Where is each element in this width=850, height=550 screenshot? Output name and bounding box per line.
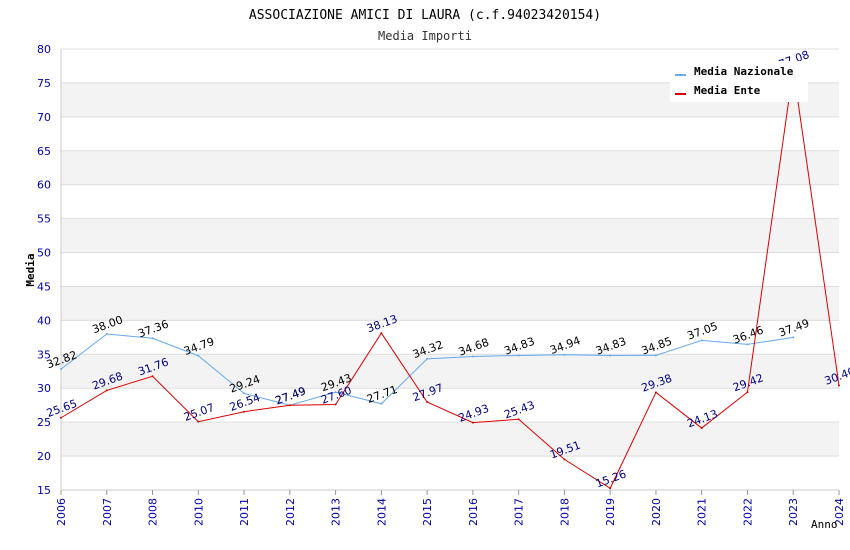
data-point	[105, 389, 108, 392]
x-tick-label: 2023	[787, 498, 800, 526]
data-label: 34.94	[548, 334, 582, 357]
chart-header: ASSOCIAZIONE AMICI DI LAURA (c.f.9402342…	[249, 8, 601, 43]
data-label: 36.46	[731, 324, 765, 347]
data-point	[105, 332, 108, 335]
legend: Media Nazionale Media Ente	[670, 61, 808, 102]
data-point	[380, 332, 383, 335]
gridlines	[61, 48, 839, 491]
x-tick-labels: 2006 2007 2008 2010 2011 2012 2013 2014 2015 2016…	[55, 498, 846, 526]
data-point	[197, 354, 200, 357]
x-tick-label: 2022	[741, 498, 754, 526]
data-point	[563, 458, 566, 461]
x-tick-label: 2010	[192, 498, 205, 526]
data-point	[700, 427, 703, 430]
data-point	[654, 354, 657, 357]
y-tick-label: 20	[37, 450, 51, 463]
x-tick-label: 2012	[284, 498, 297, 526]
data-point	[243, 392, 246, 395]
y-tick-label: 45	[37, 280, 51, 293]
data-point	[609, 354, 612, 357]
data-point	[151, 337, 154, 340]
data-point	[654, 391, 657, 394]
data-point	[151, 375, 154, 378]
y-tick-label: 70	[37, 111, 51, 124]
data-point	[334, 391, 337, 394]
y-tick-label: 80	[37, 43, 51, 56]
data-label: 25.65	[45, 397, 79, 420]
data-point	[243, 410, 246, 413]
data-point	[426, 401, 429, 404]
data-point	[60, 416, 62, 419]
y-tick-label: 40	[37, 314, 51, 327]
x-tick-label: 2018	[558, 498, 571, 526]
data-point	[426, 357, 429, 360]
data-point	[517, 418, 520, 421]
chart-title: ASSOCIAZIONE AMICI DI LAURA (c.f.9402342…	[249, 8, 601, 23]
grid-band	[61, 354, 839, 389]
grid-band	[61, 150, 839, 185]
x-tick-label: 2021	[696, 498, 709, 526]
legend-entry: Media Nazionale	[694, 65, 794, 78]
data-point	[792, 336, 795, 339]
y-tick-label: 65	[37, 145, 51, 158]
y-tick-label: 30	[37, 382, 51, 395]
grid-band	[61, 286, 839, 321]
data-point	[471, 355, 474, 358]
x-tick-label: 2013	[330, 498, 343, 526]
legend-box	[670, 61, 808, 102]
x-tick-label: 2020	[650, 498, 663, 526]
y-tick-label: 75	[37, 77, 51, 90]
y-tick-label: 55	[37, 213, 51, 226]
x-axis-label: Anno	[811, 518, 838, 531]
x-tick-label: 2016	[467, 498, 480, 526]
data-point	[334, 403, 337, 406]
data-point	[197, 420, 200, 423]
y-tick-label: 15	[37, 484, 51, 497]
data-label: 25.07	[182, 401, 216, 424]
data-point	[746, 391, 749, 394]
data-point	[700, 339, 703, 342]
data-point	[288, 404, 291, 407]
y-axis-label: Media	[24, 253, 37, 286]
data-point	[471, 421, 474, 424]
y-tick-labels: 15 20 25 30 35 40 45 50 55 60 65 70 75 80	[37, 43, 51, 497]
data-point	[609, 487, 612, 490]
grid-band	[61, 218, 839, 253]
data-point	[60, 368, 62, 371]
x-tick-label: 2015	[421, 498, 434, 526]
y-tick-label: 35	[37, 348, 51, 361]
series-line	[60, 68, 840, 489]
data-label: 25.43	[502, 398, 536, 421]
x-tick-label: 2007	[101, 498, 114, 526]
data-point	[746, 343, 749, 346]
x-tick-label: 2008	[147, 498, 160, 526]
x-tick-label: 2024	[833, 498, 846, 526]
plot-area: 15 20 25 30 35 40 45 50 55 60 65 70 75 80 2006 2007 2008…	[37, 43, 850, 526]
y-tick-label: 25	[37, 416, 51, 429]
x-tick-label: 2014	[375, 498, 388, 526]
y-tick-label: 50	[37, 247, 51, 260]
legend-entry: Media Ente	[694, 84, 761, 97]
chart-subtitle: Media Importi	[378, 29, 472, 43]
x-tick-label: 2006	[55, 498, 68, 526]
x-tick-label: 2011	[238, 498, 251, 526]
x-tick-label: 2019	[604, 498, 617, 526]
x-tick-label: 2017	[513, 498, 526, 526]
grid-band	[61, 422, 839, 457]
data-point	[838, 384, 840, 387]
grid-bands	[61, 82, 839, 457]
data-point	[563, 353, 566, 356]
data-point	[380, 402, 383, 405]
data-point	[517, 354, 520, 357]
y-tick-label: 60	[37, 179, 51, 192]
data-label: 37.36	[136, 318, 170, 341]
data-label: 37.05	[685, 320, 719, 343]
